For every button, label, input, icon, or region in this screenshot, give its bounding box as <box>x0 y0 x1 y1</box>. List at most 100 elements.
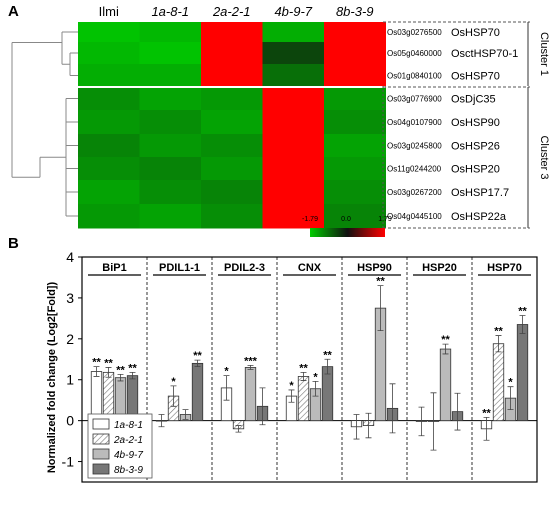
legend-label: 8b-3-9 <box>114 465 143 476</box>
error-bar <box>117 374 124 382</box>
error-bar <box>223 375 230 401</box>
heatmap-gene-name: OsDjC35 <box>451 94 496 106</box>
heatmap-column-label: 8b-3-9 <box>336 4 374 19</box>
heatmap-cell <box>139 180 202 205</box>
heatmap-gene-name: OsHSP70 <box>451 27 500 39</box>
heatmap-cell <box>324 87 386 111</box>
heatmap-cell <box>201 180 263 205</box>
significance-mark: ** <box>104 357 113 369</box>
error-bar <box>129 371 136 380</box>
error-bar <box>442 343 449 355</box>
legend-label: 2a-2-1 <box>113 435 143 446</box>
error-bar <box>430 392 437 451</box>
heatmap-cell <box>139 157 202 181</box>
category-label: HSP90 <box>357 262 392 274</box>
bar <box>102 371 115 422</box>
y-tick-label: 2 <box>66 331 74 347</box>
heatmap-cell <box>201 134 263 158</box>
error-bar <box>93 366 100 377</box>
color-scale-tick: -1.79 <box>302 216 318 223</box>
legend-label: 4b-9-7 <box>114 450 143 461</box>
heatmap-gene-name: OsHSP90 <box>451 117 500 129</box>
y-tick-label: 4 <box>66 249 74 265</box>
heatmap-gene-name: OsctHSP70-1 <box>451 48 518 60</box>
heatmap-cell <box>78 22 140 43</box>
heatmap-locus-id: Os04g0445100 <box>387 212 442 221</box>
significance-mark: ** <box>116 364 125 376</box>
error-bar <box>259 387 266 426</box>
error-bar <box>353 414 360 440</box>
heatmap-locus-id: Os01g0840100 <box>387 72 442 81</box>
heatmap-locus-id: Os03g0776900 <box>387 95 442 104</box>
heatmap-cell <box>262 110 325 135</box>
error-bar <box>483 416 490 441</box>
significance-mark: ** <box>299 362 308 374</box>
significance-mark: ** <box>92 357 101 369</box>
error-bar <box>454 392 461 431</box>
heatmap-cell <box>201 42 263 65</box>
heatmap-locus-id: Os05g0460000 <box>387 49 442 58</box>
heatmap-cell <box>139 64 202 88</box>
heatmap-cell <box>139 134 202 158</box>
error-bar <box>182 409 189 420</box>
heatmap-cell <box>78 110 140 135</box>
significance-mark: ** <box>128 362 137 374</box>
heatmap-gene-name: OsHSP26 <box>451 141 500 153</box>
panel-a-heatmap: Ilmi 1a-8-1 2a-2-1 4b-9-7 8b-3-9 Os03g0276500… <box>11 4 550 237</box>
error-bar <box>170 385 177 407</box>
heatmap-cluster-divider <box>78 86 386 88</box>
heatmap-locus-id: Os04g0107900 <box>387 118 442 127</box>
cluster-label: Cluster 1 <box>538 32 550 76</box>
heatmap-cell <box>324 42 386 65</box>
significance-mark: ** <box>494 326 503 338</box>
dendrogram <box>11 31 78 217</box>
error-bar <box>247 365 254 370</box>
heatmap-cell <box>324 22 386 43</box>
y-tick-label: -1 <box>62 454 75 470</box>
bar <box>516 324 529 422</box>
heatmap-cell <box>324 64 386 88</box>
category-label: CNX <box>298 262 322 274</box>
color-scale-tick: 0.0 <box>341 216 351 223</box>
bar <box>90 371 103 422</box>
bar <box>439 348 452 422</box>
heatmap-cell <box>139 87 202 111</box>
error-bar <box>519 315 526 334</box>
y-tick-label: 3 <box>66 290 74 306</box>
heatmap-cell <box>201 64 263 88</box>
category-label: PDIL1-1 <box>159 262 200 274</box>
heatmap-cell <box>201 110 263 135</box>
panel-b-label: B <box>8 235 19 252</box>
error-bar <box>365 412 372 439</box>
heatmap-gene-name: OsHSP70 <box>451 71 500 83</box>
heatmap-cell <box>201 204 263 229</box>
heatmap-cell <box>324 180 386 205</box>
heatmap-cell <box>78 180 140 205</box>
error-bar <box>418 406 425 437</box>
heatmap-cell <box>201 87 263 111</box>
heatmap-cell <box>78 87 140 111</box>
legend-swatch <box>92 463 110 475</box>
error-bar <box>158 414 165 428</box>
significance-mark: ** <box>323 349 332 361</box>
bar <box>244 367 257 422</box>
significance-mark: ** <box>441 334 450 346</box>
y-axis-label: Normalized fold change (Log2[Fold]) <box>46 282 58 474</box>
heatmap-locus-id: Os03g0245800 <box>387 142 442 151</box>
panel-b-bar-chart: -1 0 1 2 3 4 Normalized fold change (Log2[Fold… <box>46 249 538 483</box>
heatmap-cell <box>324 204 386 229</box>
heatmap-cell <box>201 22 263 43</box>
heatmap-gene-name: OsHSP22a <box>451 211 507 223</box>
category-label: PDIL2-3 <box>224 262 265 274</box>
legend-swatch <box>92 448 110 460</box>
heatmap-cell <box>262 134 325 158</box>
heatmap-cell <box>324 110 386 135</box>
error-bar <box>312 380 319 397</box>
significance-mark: * <box>171 376 176 388</box>
heatmap-cell <box>262 64 325 88</box>
legend-label: 1a-8-1 <box>114 420 143 431</box>
significance-mark: ** <box>376 276 385 288</box>
significance-mark: ** <box>518 306 527 318</box>
error-bar <box>300 371 307 381</box>
